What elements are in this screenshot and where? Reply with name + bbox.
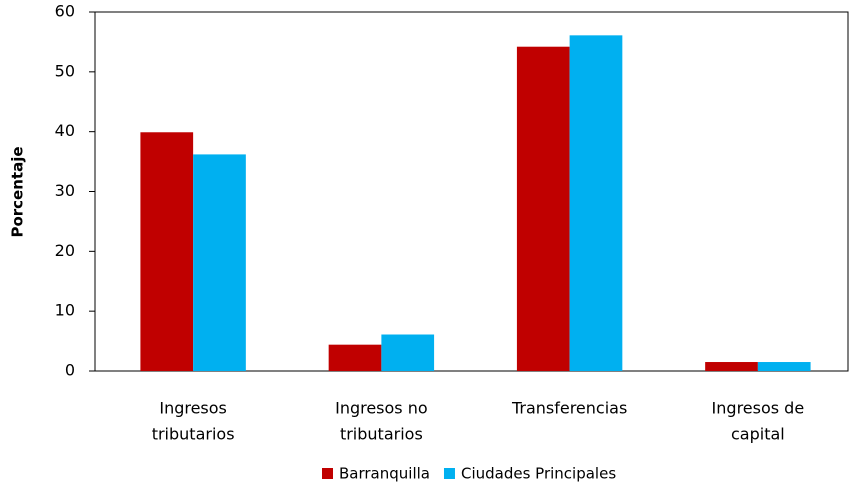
y-tick-label: 0 (65, 361, 75, 380)
legend-label: Barranquilla (339, 465, 430, 483)
y-tick-label: 30 (55, 181, 75, 200)
x-tick-label: Transferencias (511, 399, 627, 418)
bar (705, 362, 758, 371)
x-tick-label: tributarios (340, 425, 423, 444)
legend-swatch (443, 468, 455, 479)
y-axis-label: Porcentaje (9, 146, 27, 237)
y-tick-label: 50 (55, 61, 75, 80)
legend-swatch (322, 468, 333, 479)
bar (381, 334, 435, 371)
y-tick-label: 40 (55, 121, 75, 140)
x-tick-label: tributarios (152, 425, 235, 444)
y-tick-label: 60 (55, 2, 75, 21)
x-tick-label: Ingresos no (335, 399, 428, 418)
bar (193, 154, 246, 371)
x-tick-label: capital (731, 425, 785, 444)
y-tick-label: 10 (55, 301, 75, 320)
y-tick-label: 20 (55, 241, 75, 260)
bar (516, 46, 570, 371)
bar (328, 344, 382, 371)
x-tick-label: Ingresos de (712, 399, 805, 418)
bar (140, 132, 194, 371)
bar (569, 35, 623, 372)
bar (757, 362, 811, 371)
x-tick-label: Ingresos (159, 399, 227, 418)
legend-label: Ciudades Principales (461, 465, 616, 483)
